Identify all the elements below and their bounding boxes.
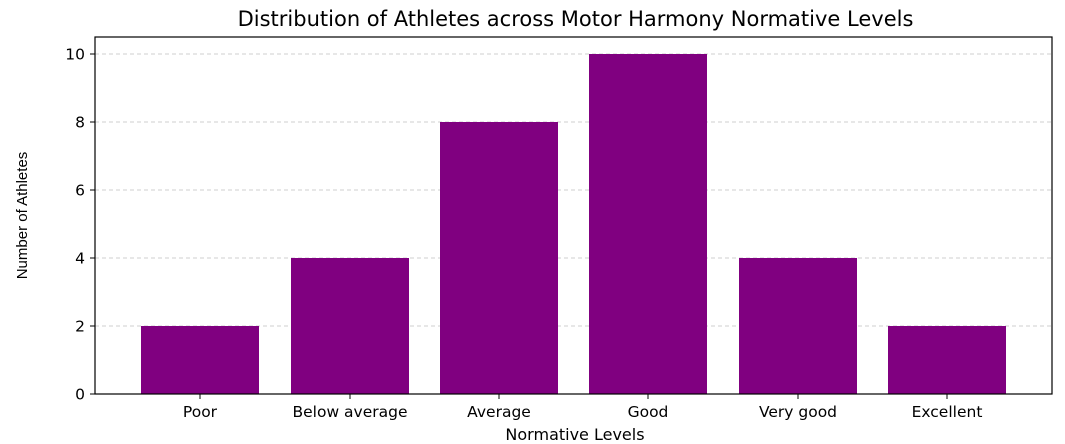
bar-average [440,122,558,394]
y-tick-label: 6 [75,182,85,200]
y-tick-label: 10 [65,46,85,64]
bar-below-average [291,258,409,394]
x-tick-label: Average [467,403,531,421]
grid-lines [95,53,1052,327]
x-tick-label: Excellent [912,403,983,421]
x-tick-label: Good [628,403,669,421]
x-axis-label: Normative Levels [505,425,644,444]
y-tick-label: 0 [75,386,85,404]
y-axis-label: Number of Athletes [14,152,31,280]
x-tick-label: Very good [759,403,837,421]
bar-good [589,54,707,394]
bar-poor [141,326,259,394]
y-tick-label: 2 [75,318,85,336]
y-axis-ticks: 0 2 4 6 8 10 [65,46,95,404]
bar-excellent [888,326,1006,394]
x-tick-label: Poor [183,403,218,421]
bar-very-good [739,258,857,394]
y-tick-label: 4 [75,250,85,268]
bars [141,54,1006,394]
plot-frame [94,36,1053,395]
x-tick-label: Below average [292,403,407,421]
chart-title: Distribution of Athletes across Motor Ha… [238,7,914,31]
y-tick-label: 8 [75,114,85,132]
x-axis-ticks: Poor Below average Average Good Very good Exc… [183,394,982,421]
